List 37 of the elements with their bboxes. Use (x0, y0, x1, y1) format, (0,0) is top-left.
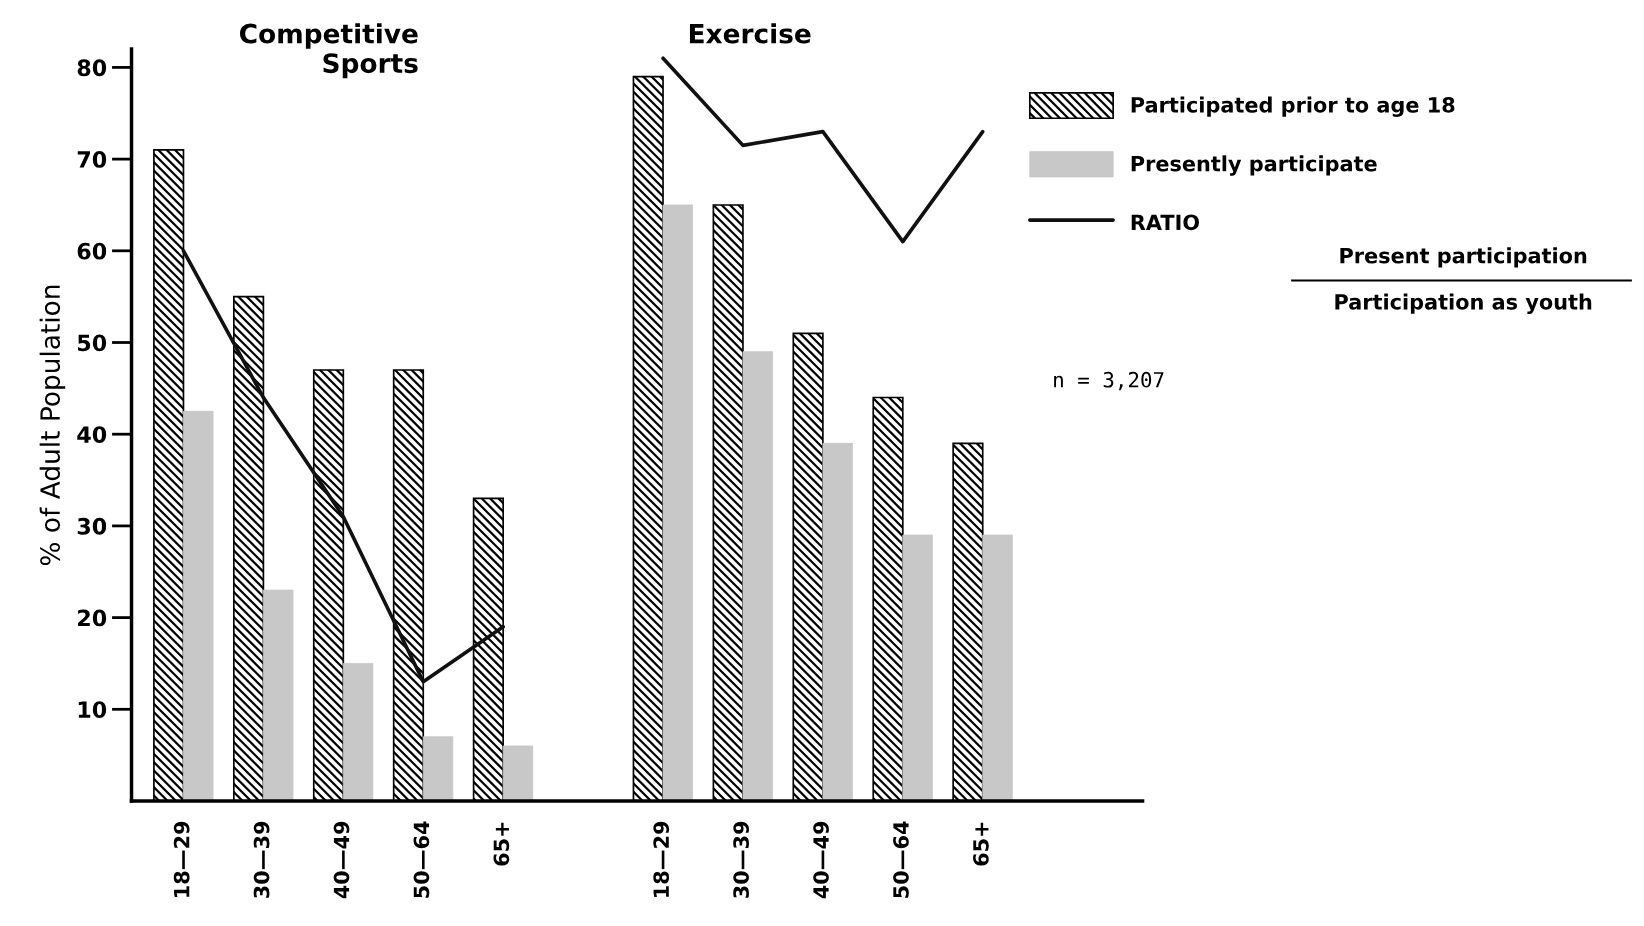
bar (822, 442, 853, 801)
x-tick-label: 50—64 (893, 821, 909, 898)
bar (502, 745, 534, 801)
y-tick-label: 50 (78, 334, 107, 352)
x-tick-label: 18—29 (173, 821, 190, 897)
x-tick-label: 30—39 (253, 821, 270, 898)
x-tick-label: 30—39 (733, 821, 749, 898)
bar (742, 351, 773, 801)
text: n = 3,207 (1054, 371, 1164, 391)
legend-label: Participated prior to age 18 (1131, 96, 1455, 117)
y-axis-title: % of Adult Population (39, 285, 66, 566)
y-tick-label: 70 (77, 151, 107, 168)
y-tick-label: 10 (78, 701, 107, 719)
bar (902, 534, 933, 801)
x-tick-label: 40—49 (333, 821, 350, 899)
y-tick-label: 60 (77, 242, 107, 260)
bar (342, 663, 374, 801)
bar (422, 736, 454, 801)
x-tick-label: 50—64 (413, 821, 430, 898)
x-tick-label: 65+ (973, 822, 989, 866)
text: Exercise (689, 23, 811, 44)
bar (662, 204, 694, 801)
text: Participation as youth (1335, 293, 1592, 314)
x-tick-label: 18—29 (653, 821, 670, 897)
legend-label: RATIO (1131, 214, 1199, 231)
y-tick-label: 80 (77, 59, 107, 77)
y-tick-label: 20 (78, 609, 107, 627)
legend-label: Presently participate (1131, 155, 1377, 176)
text: Present participation (1340, 247, 1587, 268)
x-tick-label: 65+ (493, 822, 510, 866)
y-tick-label: 30 (77, 517, 107, 535)
bar (982, 534, 1013, 801)
bar (262, 589, 294, 801)
bar (183, 410, 214, 801)
annotation: Competitive Sports (240, 23, 418, 79)
y-tick-label: 40 (77, 426, 107, 443)
x-tick-label: 40—49 (813, 821, 829, 899)
